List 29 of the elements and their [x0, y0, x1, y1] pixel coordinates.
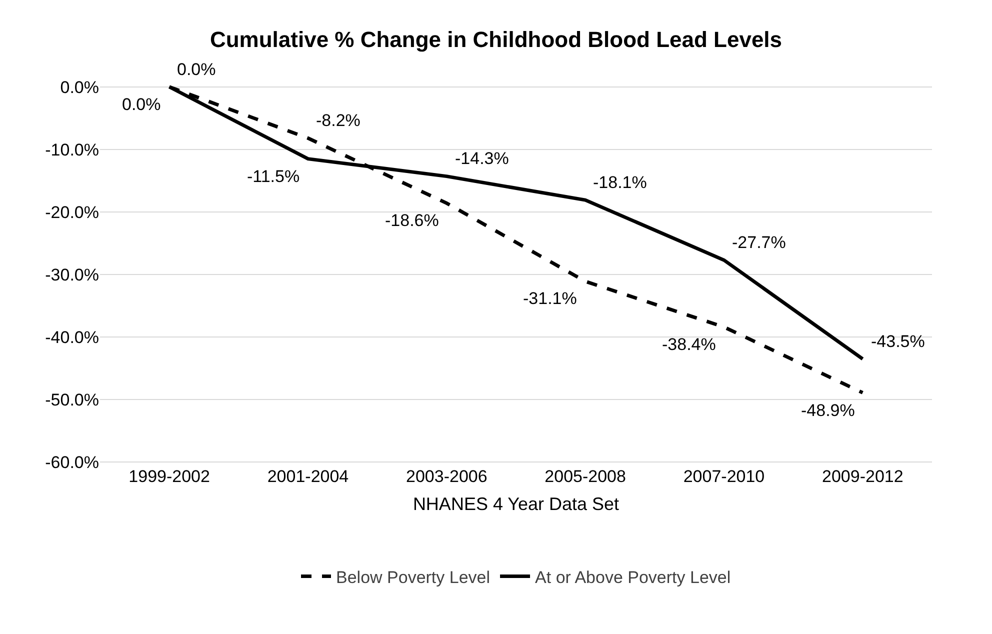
- x-tick-label: 2009-2012: [822, 467, 904, 486]
- legend-label: At or Above Poverty Level: [535, 568, 731, 587]
- y-tick-label: -20.0%: [45, 202, 99, 222]
- y-tick-label: -40.0%: [45, 328, 99, 347]
- data-label: -14.3%: [455, 149, 509, 168]
- x-tick-label: 2003-2006: [406, 467, 488, 486]
- x-tick-label: 2005-2008: [544, 467, 626, 486]
- y-tick-label: -10.0%: [45, 140, 99, 160]
- data-label: -43.5%: [871, 332, 925, 351]
- y-tick-label: 0.0%: [60, 78, 99, 97]
- y-tick-label: -30.0%: [45, 265, 99, 284]
- data-label: 0.0%: [122, 95, 161, 114]
- data-label: -18.6%: [385, 211, 439, 230]
- x-tick-label: 2007-2010: [683, 467, 765, 486]
- chart-title: Cumulative % Change in Childhood Blood Lead Levels: [210, 27, 782, 52]
- x-tick-label: 1999-2002: [128, 467, 210, 486]
- data-label: -48.9%: [801, 401, 855, 420]
- data-label: -31.1%: [523, 289, 577, 308]
- data-label: -8.2%: [316, 111, 360, 130]
- data-label: -18.1%: [593, 173, 647, 192]
- data-label: -11.5%: [247, 167, 300, 186]
- data-label: 0.0%: [177, 60, 216, 79]
- data-label: -38.4%: [662, 335, 716, 354]
- x-axis-title: NHANES 4 Year Data Set: [412, 494, 620, 514]
- legend-label: Below Poverty Level: [336, 568, 490, 587]
- y-tick-label: -50.0%: [45, 390, 99, 410]
- x-tick-label: 2001-2004: [267, 467, 349, 486]
- y-tick-label: -60.0%: [45, 453, 99, 472]
- data-label: -27.7%: [732, 233, 786, 252]
